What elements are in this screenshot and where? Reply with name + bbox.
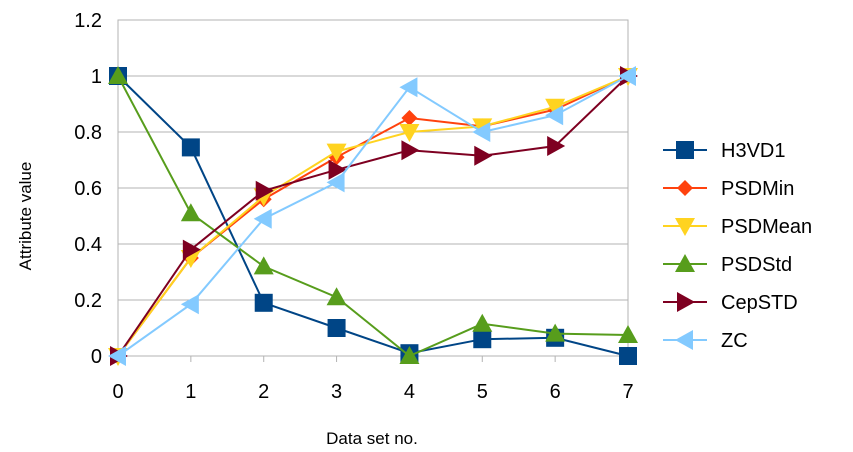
y-tick-label: 1 — [91, 66, 102, 88]
legend-label: H3VD1 — [721, 140, 785, 162]
y-tick-label: 0 — [91, 346, 102, 368]
data-point — [326, 287, 347, 306]
data-point — [399, 77, 418, 98]
data-point — [327, 319, 346, 337]
data-point — [328, 159, 347, 180]
data-point — [399, 346, 420, 364]
series-line — [117, 75, 629, 357]
data-point — [253, 256, 274, 275]
legend-marker — [675, 330, 693, 350]
data-point — [618, 325, 638, 343]
data-point — [326, 172, 345, 193]
y-axis-title: Attribute value — [16, 162, 35, 271]
data-point — [473, 330, 492, 349]
data-point — [401, 110, 418, 126]
series-line — [117, 75, 629, 358]
y-tick-label: 0.8 — [74, 122, 102, 144]
legend-marker — [677, 180, 693, 196]
data-point — [472, 122, 491, 142]
x-tick-label: 0 — [112, 381, 123, 403]
data-point — [182, 239, 201, 260]
data-point — [108, 346, 126, 366]
legend-marker — [675, 218, 695, 236]
legend-item: PSDMean — [663, 216, 812, 238]
legend-label: PSDMean — [721, 216, 812, 238]
x-axis-title: Data set no. — [326, 429, 418, 448]
y-tick-label: 0.2 — [74, 290, 102, 312]
data-point — [547, 136, 566, 156]
x-tick-label: 3 — [331, 381, 342, 403]
legend-item: PSDMin — [663, 178, 794, 200]
data-point — [181, 138, 200, 157]
data-point — [253, 208, 272, 229]
legend-marker — [677, 292, 695, 312]
legend-item: PSDStd — [663, 254, 792, 276]
legend-marker — [676, 141, 694, 159]
data-point — [472, 313, 493, 332]
legend-marker — [675, 254, 695, 272]
series — [108, 66, 638, 366]
legend-item: H3VD1 — [663, 140, 785, 162]
series-line — [117, 75, 629, 357]
data-point — [545, 105, 564, 126]
x-tick-label: 1 — [185, 381, 196, 403]
data-point — [399, 124, 420, 142]
series-line — [117, 75, 629, 357]
data-point — [108, 66, 128, 84]
legend-label: ZC — [721, 330, 748, 352]
data-point — [255, 180, 274, 201]
data-point — [254, 293, 273, 312]
legend-label: PSDMin — [721, 178, 794, 200]
data-point — [545, 323, 566, 342]
legend-label: CepSTD — [721, 292, 798, 314]
legend: H3VD1 PSDMin PSDMean PSDStd CepSTD ZC — [663, 140, 812, 352]
tick-labels: 0 0.2 0.4 0.6 0.8 1 1.2 0 1 2 3 4 5 6 7 — [74, 10, 633, 403]
legend-item: CepSTD — [663, 292, 798, 314]
data-point — [619, 347, 637, 365]
series-zc — [108, 66, 636, 366]
data-point — [545, 98, 566, 117]
y-tick-label: 1.2 — [74, 10, 102, 32]
x-tick-label: 4 — [404, 381, 415, 403]
x-tick-label: 6 — [550, 381, 561, 403]
legend-label: PSDStd — [721, 254, 792, 276]
data-point — [180, 294, 199, 315]
data-point — [474, 145, 493, 166]
data-point — [401, 140, 420, 161]
data-point — [618, 66, 636, 86]
y-tick-label: 0.6 — [74, 178, 102, 200]
data-point — [180, 203, 201, 222]
x-tick-label: 2 — [258, 381, 269, 403]
series-psdstd — [108, 66, 638, 364]
plot-frame — [117, 19, 629, 357]
x-tick-label: 5 — [477, 381, 488, 403]
y-tick-label: 0.4 — [74, 234, 102, 256]
x-tick-label: 7 — [622, 381, 633, 403]
legend-item: ZC — [663, 330, 748, 352]
data-point — [326, 143, 347, 162]
series-line — [117, 75, 629, 357]
